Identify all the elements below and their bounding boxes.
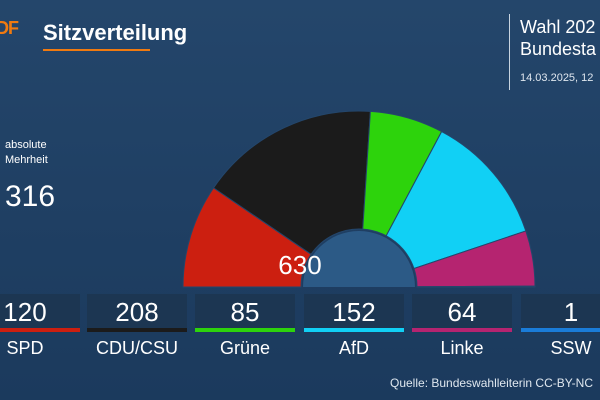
seat-segment-afd (385, 130, 527, 270)
chart-center-hub (303, 231, 415, 287)
party-label-ssw: SSW (550, 338, 592, 358)
timestamp: 14.03.2025, 12 (520, 72, 594, 84)
header-divider (509, 14, 510, 90)
seat-box-gr-ne: 85 (195, 294, 295, 332)
party-label-spd: SPD (6, 338, 44, 358)
party-color-bar-spd (0, 328, 80, 332)
party-color-bar-gr-ne (195, 328, 295, 332)
party-color-bar-linke (412, 328, 512, 332)
party-color-bar-cdu-csu (87, 328, 187, 332)
seat-segment-cdu-csu (212, 110, 371, 256)
seat-count-spd: 120 (3, 297, 47, 327)
chart-title: Sitzverteilung (43, 20, 188, 45)
seat-count-afd: 152 (332, 297, 376, 327)
party-label-linke: Linke (440, 338, 484, 358)
seat-box-linke: 64 (412, 294, 512, 332)
source-note: Quelle: Bundeswahlleiterin CC-BY-NC (390, 376, 593, 390)
seat-box-spd: 120 (0, 294, 80, 332)
seat-segment-ssw (416, 285, 536, 288)
election-title: Wahl 202 Bundesta (520, 16, 596, 60)
party-color-bar-afd (304, 328, 404, 332)
title-underline (43, 49, 150, 51)
seat-box-ssw: 1 (521, 294, 600, 332)
seat-count-linke: 64 (447, 297, 477, 327)
total-seats: 630 (278, 250, 322, 280)
party-label-cdu-csu: CDU/CSU (95, 338, 178, 358)
seat-box-afd: 152 (304, 294, 404, 332)
party-color-bar-ssw (521, 328, 600, 332)
seat-count-cdu-csu: 208 (115, 297, 159, 327)
seat-count-ssw: 1 (563, 297, 579, 327)
seat-box-cdu-csu: 208 (87, 294, 187, 332)
party-label-gr-ne: Grüne (219, 338, 271, 358)
zdf-logo: DF (0, 18, 19, 38)
party-label-afd: AfD (338, 338, 369, 358)
majority-value: 316 (5, 180, 56, 213)
majority-label: absolute Mehrheit (5, 139, 48, 166)
election-line-1: Wahl 202 (520, 17, 596, 37)
election-line-2: Bundesta (520, 39, 597, 59)
seat-count-gr-ne: 85 (230, 297, 260, 327)
